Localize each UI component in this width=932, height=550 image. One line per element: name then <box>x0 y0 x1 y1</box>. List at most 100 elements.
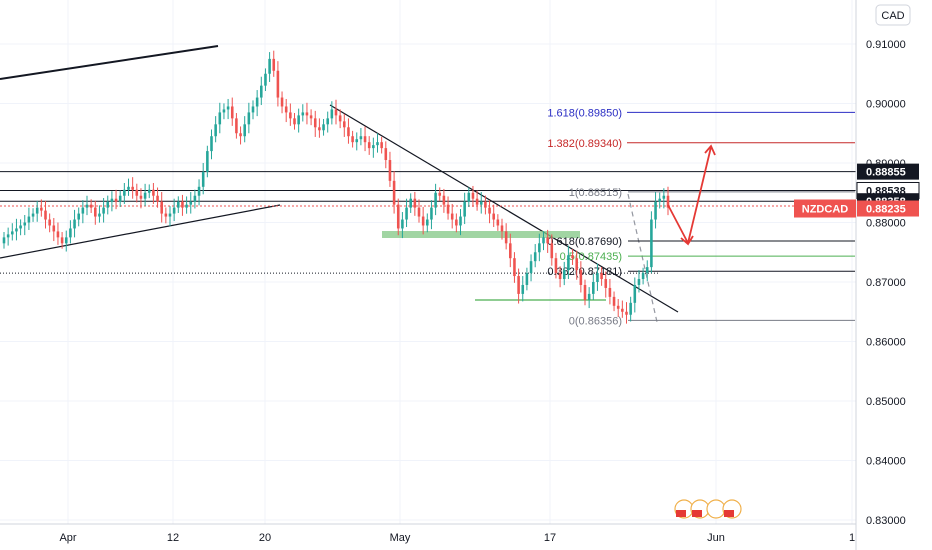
candle-body <box>417 207 421 217</box>
candle-body <box>102 207 105 214</box>
candle-body <box>616 305 620 309</box>
candle-body <box>347 127 350 137</box>
x-tick-label: 20 <box>259 532 271 544</box>
candle-body <box>147 189 151 193</box>
support-zones <box>0 205 856 301</box>
candle-body <box>558 273 562 280</box>
candle-body <box>48 219 51 226</box>
candle-body <box>15 228 18 232</box>
candle-body <box>226 106 230 110</box>
candle-body <box>658 198 661 202</box>
candle-body <box>64 237 68 244</box>
candle-body <box>363 136 367 143</box>
candle-body <box>160 201 163 214</box>
projection-path <box>667 146 712 246</box>
candle-body <box>272 58 276 71</box>
candle-body <box>35 207 39 214</box>
chart-grid <box>0 0 856 524</box>
candle-body <box>513 258 516 277</box>
candle-body <box>621 308 624 312</box>
candle-body <box>201 171 205 187</box>
candle-body <box>388 160 392 181</box>
y-tick-label: 0.91000 <box>866 39 906 51</box>
candle-body <box>214 124 217 137</box>
projection-arrow <box>667 144 716 246</box>
candle-body <box>251 106 255 113</box>
arrowhead-down <box>680 235 694 246</box>
candle-body <box>168 213 172 217</box>
candle-body <box>73 219 76 229</box>
time-axis-labels: Apr 12 20 May 17 Jun 1 <box>59 532 855 544</box>
candle-body <box>579 270 583 285</box>
candle-body <box>421 216 425 226</box>
candle-body <box>654 201 657 220</box>
fibonacci-extension[interactable]: 1.618(0.89850) 1.382(0.89340) 1(0.88515) 0.… <box>547 107 855 327</box>
candle-body <box>330 109 334 119</box>
candle-body <box>496 219 500 226</box>
price-axis-labels: 0.910000.900000.890000.880000.870000.860… <box>866 39 906 527</box>
y-tick-label: 0.84000 <box>866 456 906 468</box>
candle-body <box>409 198 412 208</box>
candle-body <box>587 293 591 300</box>
candle-body <box>2 237 6 244</box>
x-tick-label: Jun <box>707 532 725 544</box>
candle-body <box>529 261 533 274</box>
candle-body <box>592 282 595 294</box>
price-tag-label: 0.88235 <box>866 204 906 216</box>
x-tick-label: 17 <box>544 532 556 544</box>
candle-body <box>426 219 429 226</box>
candle-body <box>235 118 238 134</box>
candle-body <box>338 115 342 122</box>
candle-body <box>106 201 110 208</box>
candle-body <box>255 97 259 107</box>
candle-body <box>284 106 288 113</box>
price-tag-box <box>857 163 919 180</box>
events-markers[interactable] <box>674 499 742 519</box>
price-tag-box <box>857 200 919 217</box>
candle-body <box>164 213 168 217</box>
candle-body <box>94 207 97 217</box>
candle-body <box>114 198 118 202</box>
candle-body <box>471 192 475 199</box>
candle-body <box>23 222 27 226</box>
candle-body <box>629 302 632 315</box>
candle-body <box>31 213 35 217</box>
candle-body <box>542 237 545 244</box>
candle-body <box>525 273 529 285</box>
candle-body <box>343 121 346 128</box>
candle-body <box>230 106 234 119</box>
candle-body <box>52 225 56 232</box>
y-tick-label: 0.88000 <box>866 218 906 230</box>
candle-body <box>596 273 599 282</box>
candle-body <box>309 115 313 119</box>
candle-body <box>521 284 525 294</box>
candle-body <box>123 189 126 196</box>
candle-body <box>85 204 89 208</box>
candle-body <box>562 270 566 280</box>
candle-body <box>351 136 354 143</box>
candle-body <box>372 145 375 149</box>
candle-body <box>442 195 446 205</box>
candle-body <box>193 195 197 202</box>
candle-body <box>185 204 188 208</box>
candle-body <box>446 204 450 214</box>
candle-body <box>637 279 641 285</box>
candle-body <box>118 195 122 202</box>
candle-body <box>612 296 616 306</box>
candle-body <box>243 124 246 137</box>
candle-body <box>210 136 213 152</box>
candle-body <box>89 204 93 208</box>
candle-body <box>492 213 495 220</box>
candle-body <box>401 219 404 229</box>
candle-body <box>206 151 209 172</box>
currency-badge-box <box>875 4 911 26</box>
candle-body <box>575 258 578 271</box>
candle-body <box>313 118 317 128</box>
candle-body <box>239 133 242 137</box>
y-tick-label: 0.87000 <box>866 277 906 289</box>
candle-body <box>77 213 80 220</box>
currency-badge[interactable]: CAD <box>875 4 911 26</box>
candle-body <box>334 109 338 116</box>
